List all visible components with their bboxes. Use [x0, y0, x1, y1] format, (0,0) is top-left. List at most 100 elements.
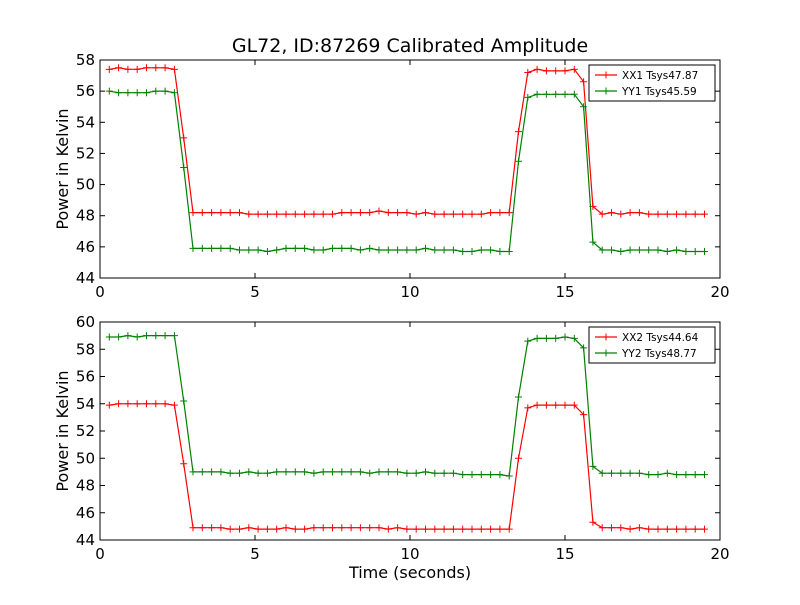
data-point	[487, 246, 495, 254]
data-point	[570, 401, 578, 409]
data-point	[226, 209, 234, 217]
data-point	[329, 468, 336, 476]
data-point	[347, 524, 355, 532]
y-tick-label: 52	[76, 422, 95, 440]
data-point	[208, 244, 216, 252]
series-2	[105, 332, 708, 480]
data-point	[152, 87, 160, 95]
data-point	[645, 525, 653, 533]
data-point	[524, 404, 532, 412]
data-point	[366, 209, 374, 217]
data-point	[152, 332, 160, 340]
data-point	[663, 248, 671, 256]
data-point	[515, 393, 522, 401]
data-point	[180, 460, 188, 468]
y-axis-label: Power in Kelvin	[53, 108, 72, 229]
data-point	[654, 525, 662, 533]
data-point	[180, 163, 188, 171]
data-point	[505, 248, 513, 256]
data-point	[319, 246, 327, 254]
data-point	[319, 524, 327, 532]
data-point	[459, 471, 467, 479]
data-point	[384, 525, 392, 533]
data-point	[645, 471, 653, 479]
data-point	[143, 400, 150, 408]
data-point	[598, 246, 606, 254]
y-tick-label: 44	[76, 269, 95, 287]
data-point	[217, 524, 225, 532]
data-point	[319, 210, 327, 218]
data-point	[635, 209, 643, 217]
data-point	[208, 524, 216, 532]
data-point	[431, 469, 439, 477]
data-point	[133, 333, 141, 341]
data-point	[515, 157, 522, 165]
data-point	[701, 525, 708, 533]
data-point	[561, 401, 569, 409]
data-point	[617, 248, 625, 256]
data-point	[533, 65, 541, 73]
data-point	[505, 209, 513, 217]
data-point	[180, 134, 188, 142]
y-tick-label: 46	[76, 504, 95, 522]
x-tick-label: 10	[400, 545, 419, 563]
data-point	[291, 525, 299, 533]
data-point	[124, 400, 132, 408]
data-point	[691, 525, 699, 533]
data-point	[384, 246, 392, 254]
data-point	[431, 210, 439, 218]
data-point	[301, 468, 309, 476]
legend-label: XX1 Tsys47.87	[622, 70, 698, 82]
x-tick-label: 5	[250, 545, 260, 563]
data-point	[347, 468, 355, 476]
data-point	[412, 210, 420, 218]
data-point	[143, 64, 150, 72]
y-tick-label: 52	[76, 144, 95, 162]
data-point	[487, 209, 495, 217]
x-tick-label: 20	[710, 545, 729, 563]
data-point	[552, 401, 560, 409]
data-point	[635, 469, 643, 477]
y-tick-label: 50	[76, 449, 95, 467]
data-point	[263, 469, 271, 477]
data-point	[273, 468, 281, 476]
data-point	[366, 244, 374, 252]
data-point	[570, 90, 578, 98]
data-point	[598, 524, 606, 532]
data-point	[133, 89, 141, 97]
data-point	[542, 90, 550, 98]
legend: XX1 Tsys47.87 YY1 Tsys45.59	[588, 64, 716, 102]
data-point	[598, 469, 606, 477]
data-point	[133, 400, 141, 408]
data-point	[105, 65, 113, 73]
data-point	[282, 244, 290, 252]
y-tick-label: 56	[76, 368, 95, 386]
data-point	[356, 468, 364, 476]
data-point	[236, 525, 243, 533]
data-point	[645, 246, 653, 254]
data-point	[561, 67, 569, 75]
data-point	[356, 524, 364, 532]
legend-label: YY1 Tsys45.59	[621, 86, 697, 98]
data-point	[691, 210, 699, 218]
data-point	[161, 64, 169, 72]
data-point	[654, 246, 662, 254]
data-point	[338, 244, 346, 252]
data-point	[161, 400, 169, 408]
legend-marker	[602, 87, 610, 95]
data-point	[524, 337, 532, 345]
data-point	[198, 244, 206, 252]
data-point	[440, 469, 448, 477]
data-point	[626, 246, 634, 254]
data-point	[515, 454, 522, 462]
data-point	[124, 65, 132, 73]
data-point	[580, 103, 588, 111]
data-point	[245, 246, 253, 254]
data-point	[152, 400, 160, 408]
data-point	[440, 210, 448, 218]
legend-box	[588, 64, 716, 102]
data-point	[245, 524, 253, 532]
data-point	[673, 471, 681, 479]
data-point	[691, 471, 699, 479]
data-point	[226, 525, 234, 533]
